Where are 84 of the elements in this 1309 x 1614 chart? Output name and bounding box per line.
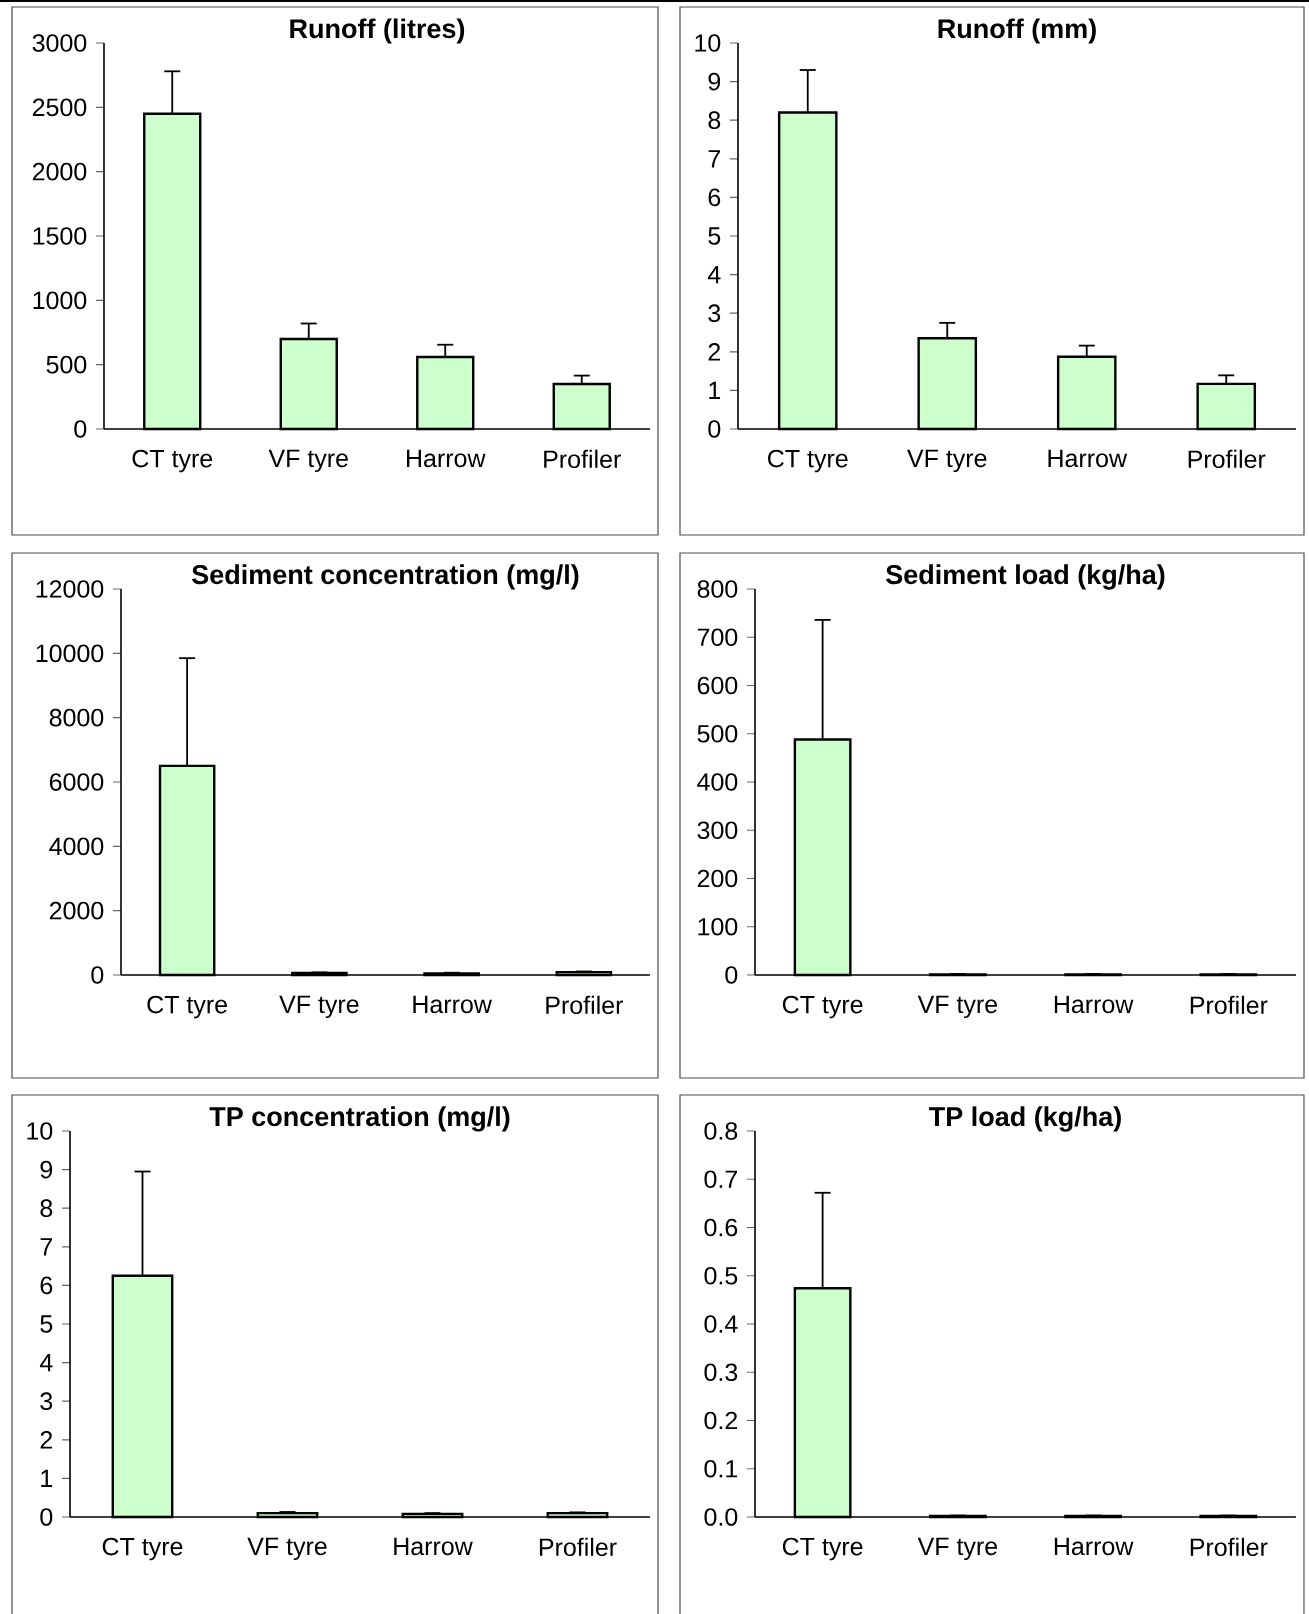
- chart-title: TP concentration (mg/l): [209, 1106, 510, 1132]
- y-tick-label: 0.3: [704, 1363, 738, 1382]
- y-tick-label: 500: [46, 355, 87, 374]
- y-tick-label: 0: [708, 420, 721, 438]
- y-tick-label: 1500: [33, 227, 87, 245]
- y-tick-label: 400: [697, 773, 738, 791]
- y-tick-label: 600: [697, 676, 738, 695]
- x-tick-label: VF tyre: [247, 1537, 327, 1561]
- y-tick-label: 4000: [49, 837, 104, 856]
- chart-title: TP load (kg/ha): [929, 1106, 1121, 1132]
- y-tick-label: 4: [707, 266, 721, 284]
- y-tick-label: 700: [697, 628, 738, 647]
- y-tick-label: 0: [725, 966, 738, 984]
- y-tick-label: 300: [697, 821, 738, 840]
- y-tick-label: 8: [40, 1199, 53, 1218]
- x-tick-label: Profiler: [546, 995, 624, 1015]
- y-tick-label: 6000: [49, 773, 104, 791]
- y-tick-label: 0.8: [704, 1122, 738, 1140]
- y-tick-label: 0.0: [704, 1508, 738, 1526]
- y-tick-label: 2: [40, 1431, 53, 1449]
- y-tick-label: 0.4: [704, 1315, 738, 1333]
- y-tick-label: 4: [39, 1354, 53, 1372]
- x-tick-label: CT tyre: [102, 1537, 183, 1561]
- y-tick-label: 0.5: [704, 1266, 738, 1285]
- y-tick-label: 2000: [49, 901, 104, 920]
- y-tick-label: 10000: [36, 644, 104, 663]
- x-tick-label: VF tyre: [917, 1537, 998, 1561]
- x-tick-label: Harrow: [1048, 449, 1128, 468]
- y-tick-label: 100: [698, 917, 738, 936]
- y-tick-label: 500: [697, 724, 738, 743]
- y-tick-label: 10: [27, 1122, 53, 1140]
- y-tick-label: 800: [697, 580, 738, 598]
- chart-title: Runoff (mm): [938, 18, 1096, 44]
- x-tick-label: Harrow: [394, 1537, 473, 1556]
- y-tick-label: 0.6: [704, 1218, 738, 1237]
- x-tick-label: Profiler: [1190, 1537, 1268, 1557]
- x-tick-label: VF tyre: [279, 995, 359, 1019]
- y-tick-label: 3000: [32, 34, 87, 52]
- y-tick-label: 200: [697, 869, 738, 888]
- y-tick-label: 0.7: [704, 1170, 738, 1189]
- x-tick-label: CT tyre: [782, 995, 863, 1019]
- x-tick-label: Harrow: [1054, 1537, 1134, 1556]
- y-tick-label: 0: [74, 420, 87, 438]
- x-tick-label: CT tyre: [782, 1537, 863, 1561]
- y-tick-label: 5: [40, 1315, 53, 1333]
- x-tick-label: VF tyre: [268, 449, 348, 473]
- y-tick-label: 3: [40, 1392, 53, 1411]
- x-tick-label: Profiler: [1188, 449, 1266, 469]
- chart-title: Sediment concentration (mg/l): [192, 564, 579, 590]
- chart-title: Sediment load (kg/ha): [886, 564, 1165, 590]
- y-tick-label: 0.1: [704, 1459, 738, 1478]
- y-tick-label: 6: [40, 1276, 53, 1295]
- x-tick-label: VF tyre: [917, 995, 998, 1019]
- y-tick-label: 7: [708, 150, 721, 168]
- x-tick-label: CT tyre: [132, 449, 213, 473]
- x-tick-label: Profiler: [544, 449, 621, 469]
- y-tick-label: 5: [708, 227, 721, 245]
- x-tick-label: Harrow: [407, 449, 486, 468]
- x-tick-label: Harrow: [413, 995, 492, 1014]
- y-tick-label: 12000: [36, 580, 104, 598]
- y-tick-label: 0.2: [704, 1411, 738, 1430]
- y-tick-label: 2: [708, 343, 721, 361]
- x-tick-label: Profiler: [539, 1537, 617, 1557]
- y-tick-label: 3: [708, 304, 721, 323]
- y-tick-label: 0: [40, 1508, 53, 1526]
- x-tick-label: Harrow: [1054, 995, 1134, 1014]
- y-tick-label: 1: [41, 1469, 53, 1487]
- y-tick-label: 2500: [32, 98, 87, 117]
- y-tick-label: 8: [708, 111, 721, 130]
- y-tick-label: 6: [708, 188, 721, 207]
- x-tick-label: Profiler: [1190, 995, 1268, 1015]
- y-tick-label: 2000: [32, 162, 87, 181]
- x-tick-label: CT tyre: [768, 449, 848, 473]
- chart-title: Runoff (litres): [290, 18, 465, 44]
- x-tick-label: VF tyre: [907, 449, 987, 473]
- x-tick-label: CT tyre: [147, 995, 227, 1019]
- y-tick-label: 8000: [49, 708, 104, 727]
- y-tick-label: 10: [695, 34, 721, 52]
- y-tick-label: 9: [708, 72, 721, 91]
- y-tick-label: 1000: [33, 291, 87, 310]
- y-tick-label: 9: [40, 1160, 53, 1179]
- y-tick-label: 7: [40, 1238, 53, 1256]
- y-tick-label: 0: [91, 966, 104, 984]
- y-tick-label: 1: [709, 381, 721, 399]
